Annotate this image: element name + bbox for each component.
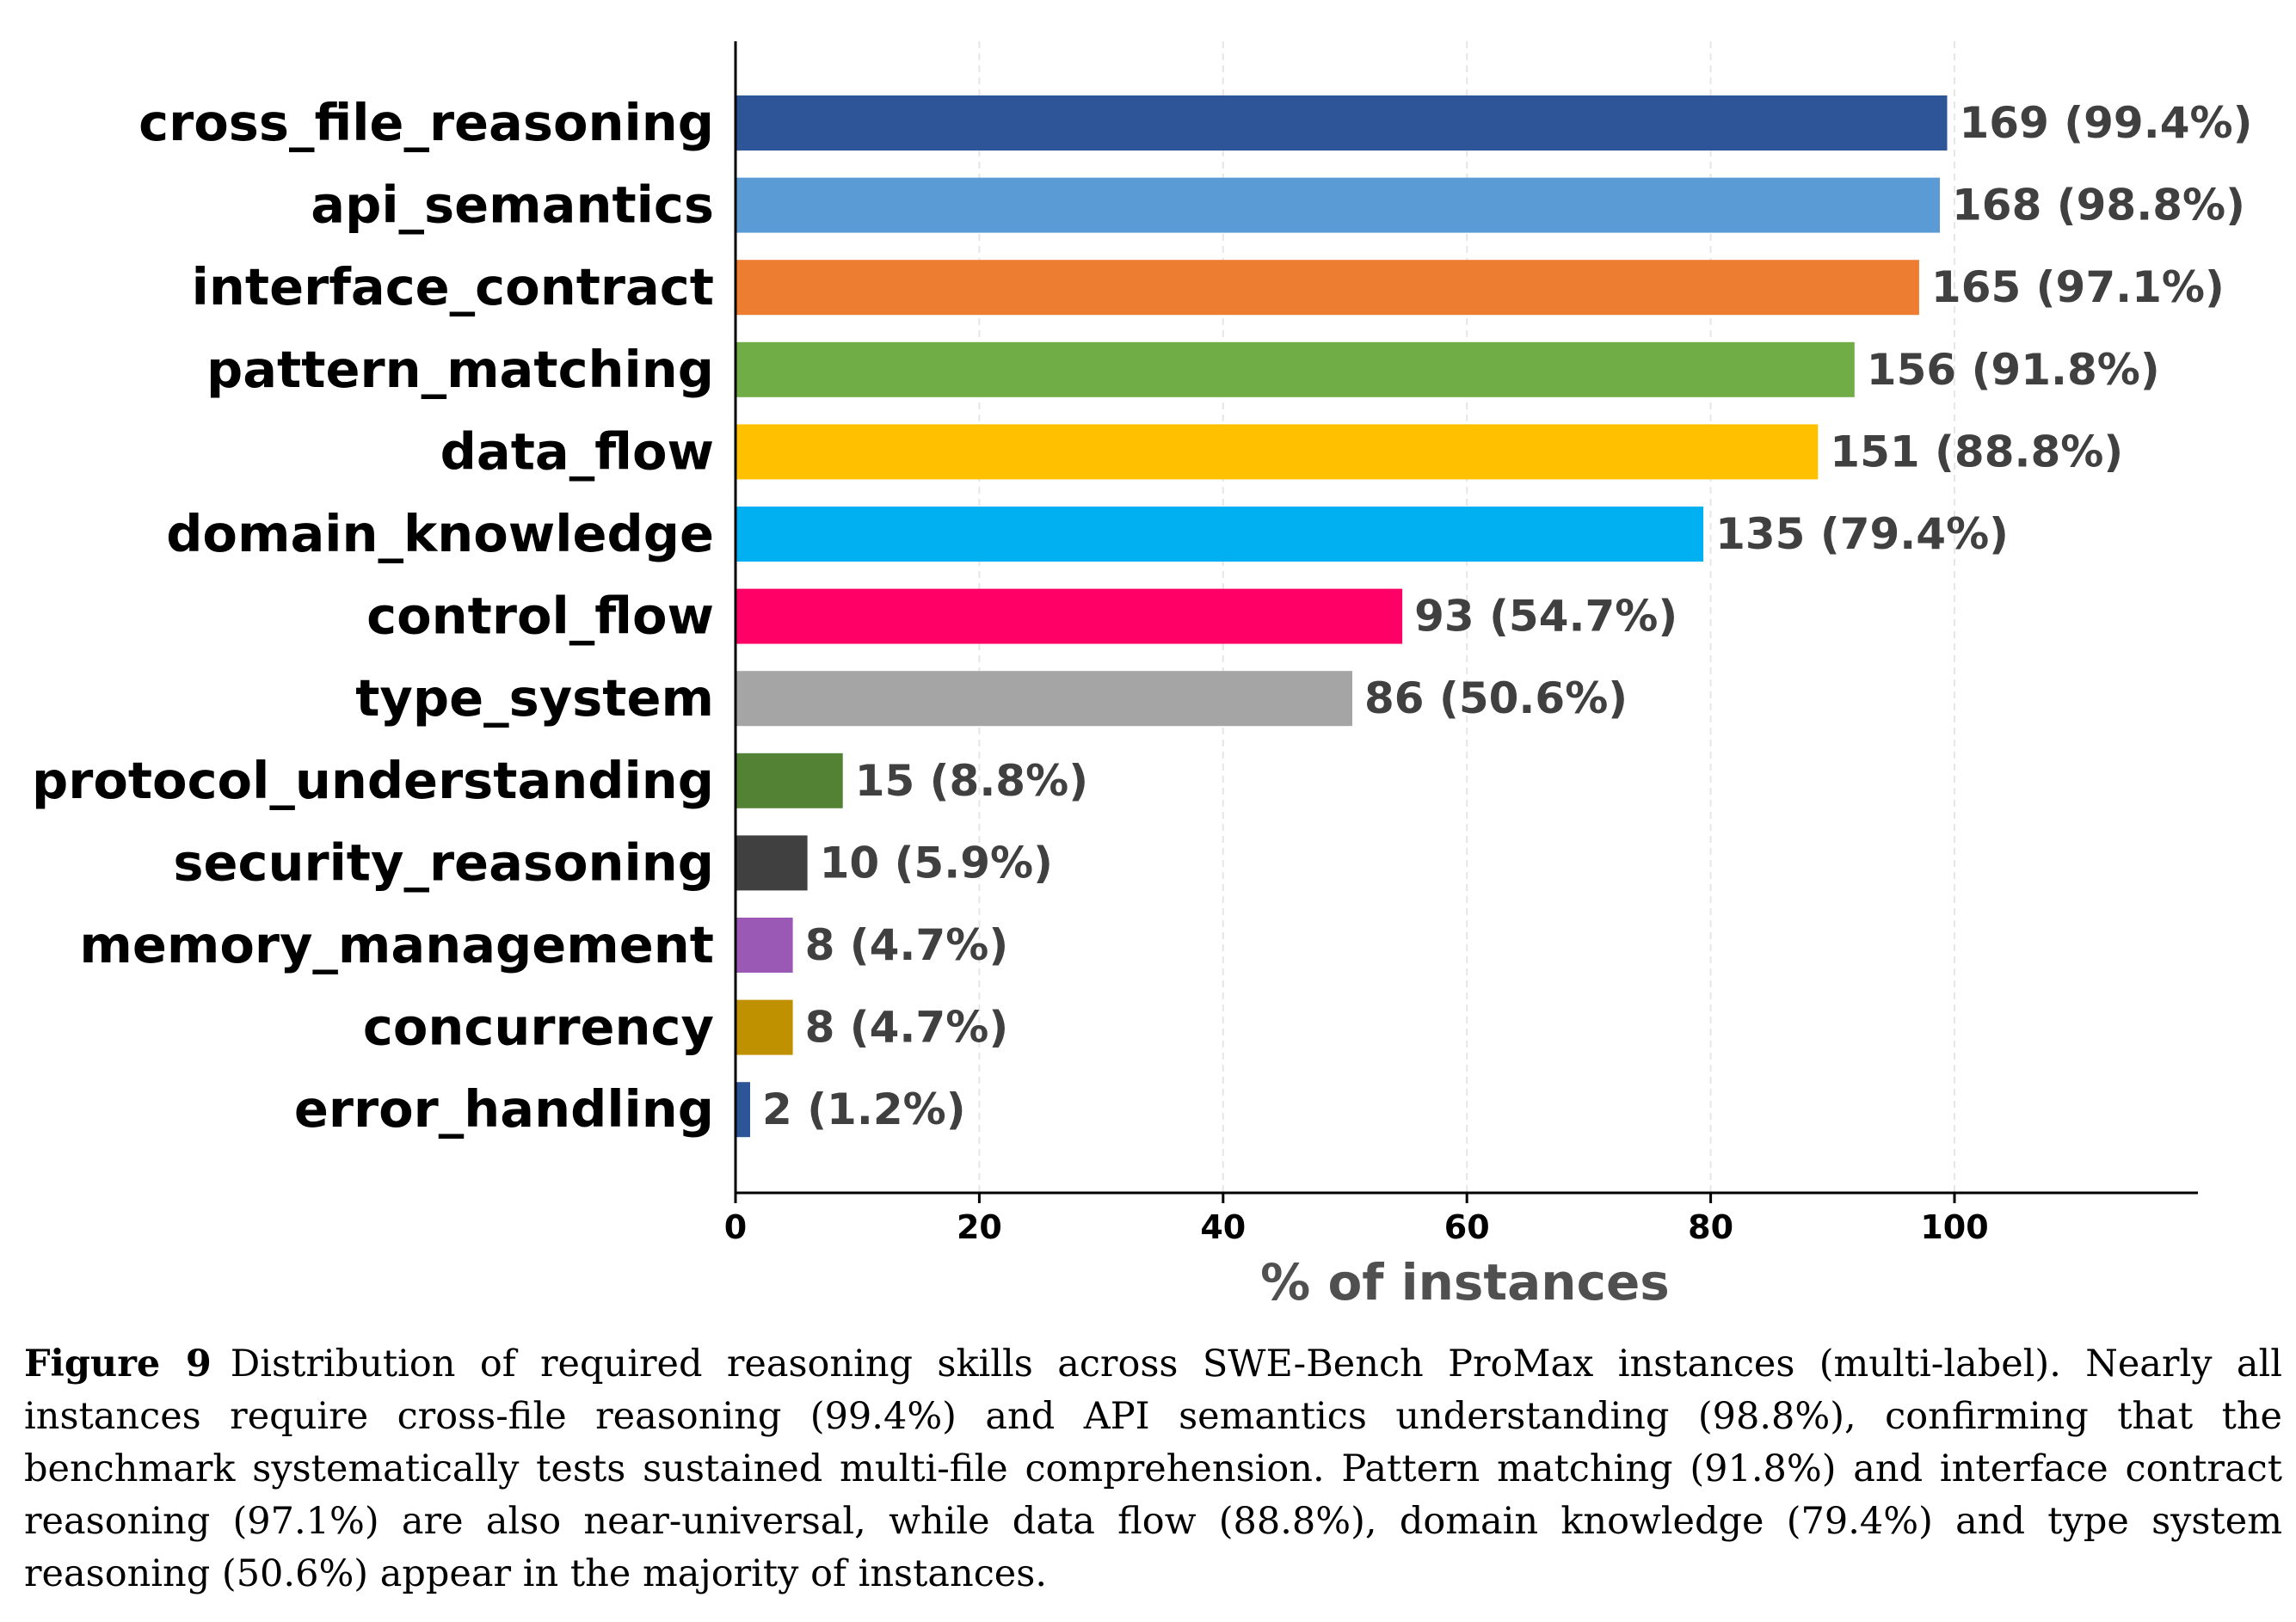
value-labels: 169 (99.4%) 168 (98.8%) 165 (97.1%) 156 (91…	[762, 98, 2252, 1134]
bar-type_system	[736, 671, 1353, 727]
value-label-api_semantics: 168 (98.8%)	[1952, 181, 2245, 230]
bars	[736, 95, 1948, 1138]
category-label-pattern_matching: pattern_matching	[206, 340, 714, 399]
bar-protocol_understanding	[736, 753, 843, 808]
value-label-domain_knowledge: 135 (79.4%)	[1715, 509, 2009, 559]
bar-security_reasoning	[736, 835, 808, 891]
value-label-error_handling: 2 (1.2%)	[762, 1084, 966, 1134]
bar-pattern_matching	[736, 341, 1855, 397]
value-label-data_flow: 151 (88.8%)	[1830, 427, 2123, 476]
category-label-error_handling: error_handling	[294, 1079, 714, 1139]
bar-error_handling	[736, 1082, 751, 1138]
x-tick-label-100: 100	[1920, 1208, 1988, 1246]
category-label-memory_management: memory_management	[79, 915, 714, 974]
category-label-security_reasoning: security_reasoning	[173, 833, 714, 892]
bar-chart: cross_file_reasoning api_semanticsinterfa…	[32, 41, 2252, 1312]
x-tick-label-60: 60	[1444, 1208, 1490, 1246]
bar-domain_knowledge	[736, 507, 1704, 562]
x-tick-label-20: 20	[957, 1208, 1002, 1246]
bar-interface_contract	[736, 260, 1919, 316]
x-ticks: 0 20 40 60 80 100	[724, 1193, 1989, 1246]
category-label-api_semantics: api_semantics	[311, 175, 714, 235]
bar-api_semantics	[736, 177, 1940, 233]
bar-memory_management	[736, 918, 793, 973]
bar-concurrency	[736, 999, 793, 1055]
value-label-protocol_understanding: 15 (8.8%)	[855, 756, 1088, 806]
x-tick-label-0: 0	[724, 1208, 747, 1246]
value-label-interface_contract: 165 (97.1%)	[1931, 262, 2225, 312]
x-tick-label-80: 80	[1688, 1208, 1733, 1246]
category-labels: cross_file_reasoning api_semanticsinterfa…	[32, 93, 714, 1139]
bar-cross_file_reasoning	[736, 95, 1948, 151]
category-label-domain_knowledge: domain_knowledge	[166, 504, 714, 563]
category-label-protocol_understanding: protocol_understanding	[32, 751, 714, 810]
caption-label: Figure 9	[24, 1342, 212, 1385]
x-tick-label-40: 40	[1200, 1208, 1246, 1246]
category-label-cross_file_reasoning: cross_file_reasoning	[138, 93, 714, 152]
value-label-security_reasoning: 10 (5.9%)	[820, 838, 1053, 888]
category-label-type_system: type_system	[355, 668, 714, 728]
bar-control_flow	[736, 588, 1403, 644]
value-label-pattern_matching: 156 (91.8%)	[1867, 345, 2160, 395]
figure-caption: Figure 9 Distribution of required reasoni…	[24, 1338, 2282, 1600]
value-label-cross_file_reasoning: 169 (99.4%)	[1959, 98, 2252, 148]
category-label-interface_contract: interface_contract	[192, 257, 714, 316]
bar-data_flow	[736, 424, 1819, 480]
value-label-concurrency: 8 (4.7%)	[805, 1003, 1009, 1053]
caption-text: Distribution of required reasoning skill…	[24, 1342, 2283, 1595]
category-label-control_flow: control_flow	[366, 587, 714, 646]
value-label-type_system: 86 (50.6%)	[1364, 673, 1628, 723]
value-label-control_flow: 93 (54.7%)	[1414, 592, 1677, 642]
x-axis-title: % of instances	[1260, 1253, 1670, 1312]
category-label-concurrency: concurrency	[363, 998, 714, 1057]
value-label-memory_management: 8 (4.7%)	[805, 920, 1009, 970]
category-label-data_flow: data_flow	[440, 421, 714, 481]
